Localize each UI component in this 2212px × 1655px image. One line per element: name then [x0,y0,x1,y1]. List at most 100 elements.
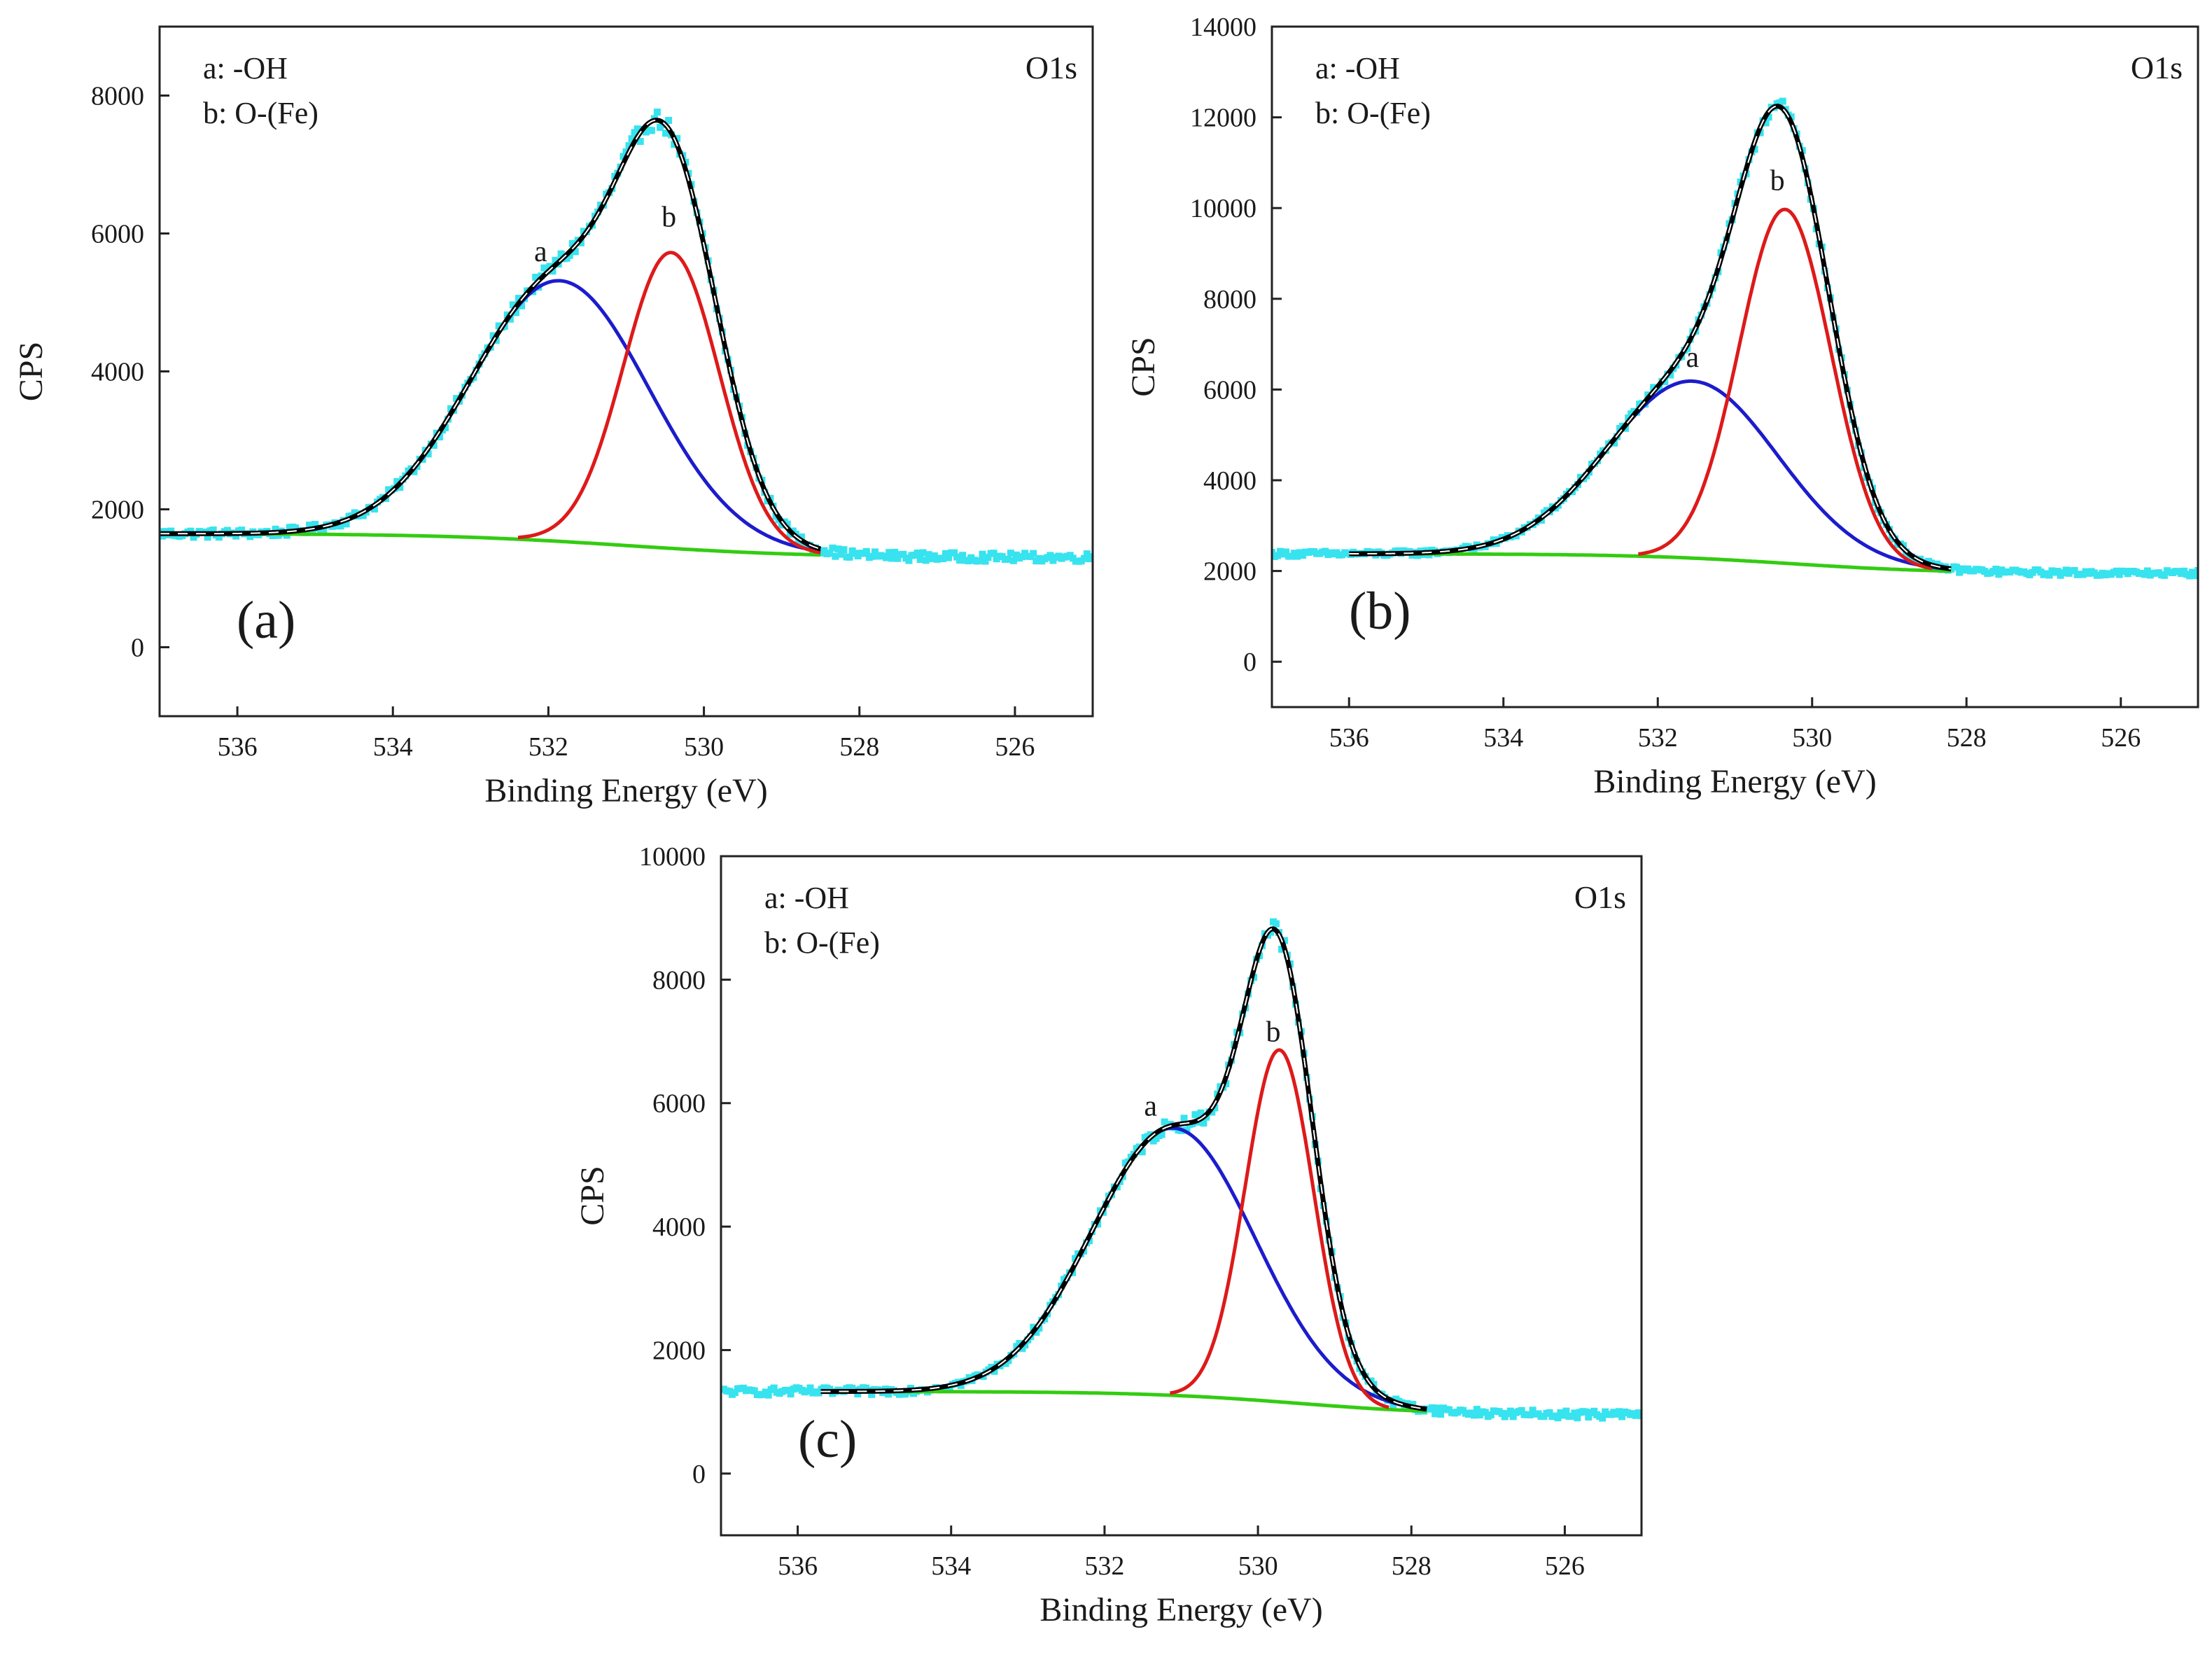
data-point [925,551,932,559]
y-tick-label: 12000 [1190,104,1256,133]
data-point [246,533,254,540]
data-point [1282,548,1289,556]
data-point [783,520,791,528]
data-point [1032,1329,1040,1336]
data-point [979,550,986,558]
data-point [1560,1411,1567,1419]
data-point [1618,1413,1626,1420]
data-point [883,554,890,561]
data-points-series [721,918,1642,1422]
data-point [990,550,997,557]
peak-label-b: b [1266,1017,1281,1049]
data-point [232,532,240,540]
plot-area [1272,97,2198,580]
y-tick-label: 4000 [91,358,144,387]
data-point [1554,1414,1562,1422]
y-axis-label: CPS [1125,337,1162,396]
data-point [1158,1131,1166,1138]
y-tick-label: 8000 [652,965,706,995]
x-tick-label: 530 [1238,1551,1278,1581]
data-point [631,129,638,137]
data-point [829,544,836,552]
peak-label-a: a [534,236,547,268]
y-tick-label: 14000 [1190,13,1256,42]
x-tick-label: 536 [1329,723,1369,753]
data-point [1183,1126,1191,1134]
data-point [1616,1408,1623,1416]
data-point [665,117,673,124]
data-point [1470,1411,1478,1419]
data-point [2071,567,2078,574]
data-point [424,450,432,458]
data-point [1582,1408,1590,1416]
peak-label-a: a [1144,1090,1157,1122]
x-tick-label: 526 [995,732,1035,762]
data-point [922,557,930,564]
data-point [899,550,907,558]
plot-area [160,109,1093,565]
data-point [1409,1401,1417,1408]
x-tick-label: 532 [1638,723,1678,753]
data-point [888,554,896,562]
data-point [238,526,246,534]
x-tick-label: 530 [684,732,724,762]
x-tick-label: 534 [373,732,413,762]
data-point [834,545,842,553]
data-point [2160,571,2168,579]
data-point [981,557,989,565]
y-tick-label: 6000 [652,1089,706,1119]
y-axis-label: CPS [13,342,50,401]
data-point [1274,552,1281,559]
data-point [1546,1409,1553,1416]
data-point [320,526,328,534]
y-tick-label: 2000 [91,496,144,525]
data-point [1437,1411,1445,1418]
data-point [653,109,661,116]
data-point [764,1391,772,1399]
envelope-fit-dash [160,119,821,550]
data-point [951,549,958,557]
data-point [1080,554,1088,562]
data-point [167,527,175,535]
y-tick-label: 10000 [1190,194,1256,223]
data-point [1401,1404,1408,1411]
data-point [826,550,834,557]
data-point [1004,555,1011,563]
plot-area [721,918,1642,1422]
data-point [886,549,893,557]
data-point [1191,1111,1199,1119]
spectrum-region-label: O1s [1026,50,1077,85]
data-point [571,248,579,256]
data-point [770,1384,778,1392]
x-axis-label: Binding Energy (eV) [1040,1591,1322,1628]
y-tick-label: 6000 [1203,375,1256,405]
peak-b-line [1170,1048,1390,1409]
data-point [2186,572,2193,580]
data-point [532,274,540,281]
data-point [797,533,805,540]
data-point [976,557,983,564]
data-point [942,550,949,557]
y-tick-label: 8000 [1203,285,1256,314]
data-point [512,309,519,316]
data-point [568,239,576,247]
data-point [1506,1407,1514,1415]
envelope-fit-dash [1349,105,1952,570]
data-point [959,552,967,559]
data-point [1953,564,1961,571]
data-point [1518,1406,1525,1414]
data-point [919,549,927,557]
data-point [1509,1413,1517,1420]
x-tick-label: 532 [528,732,568,762]
data-point [1487,1411,1494,1418]
peak-label-b: b [662,202,676,234]
data-point [1765,113,1772,121]
data-point [1161,1118,1168,1126]
peak-label-a: a [1686,342,1700,374]
x-tick-label: 528 [839,732,879,762]
data-point [1390,1401,1397,1409]
data-point [990,1367,998,1375]
data-point [1429,1404,1436,1411]
data-point [1473,1406,1480,1413]
